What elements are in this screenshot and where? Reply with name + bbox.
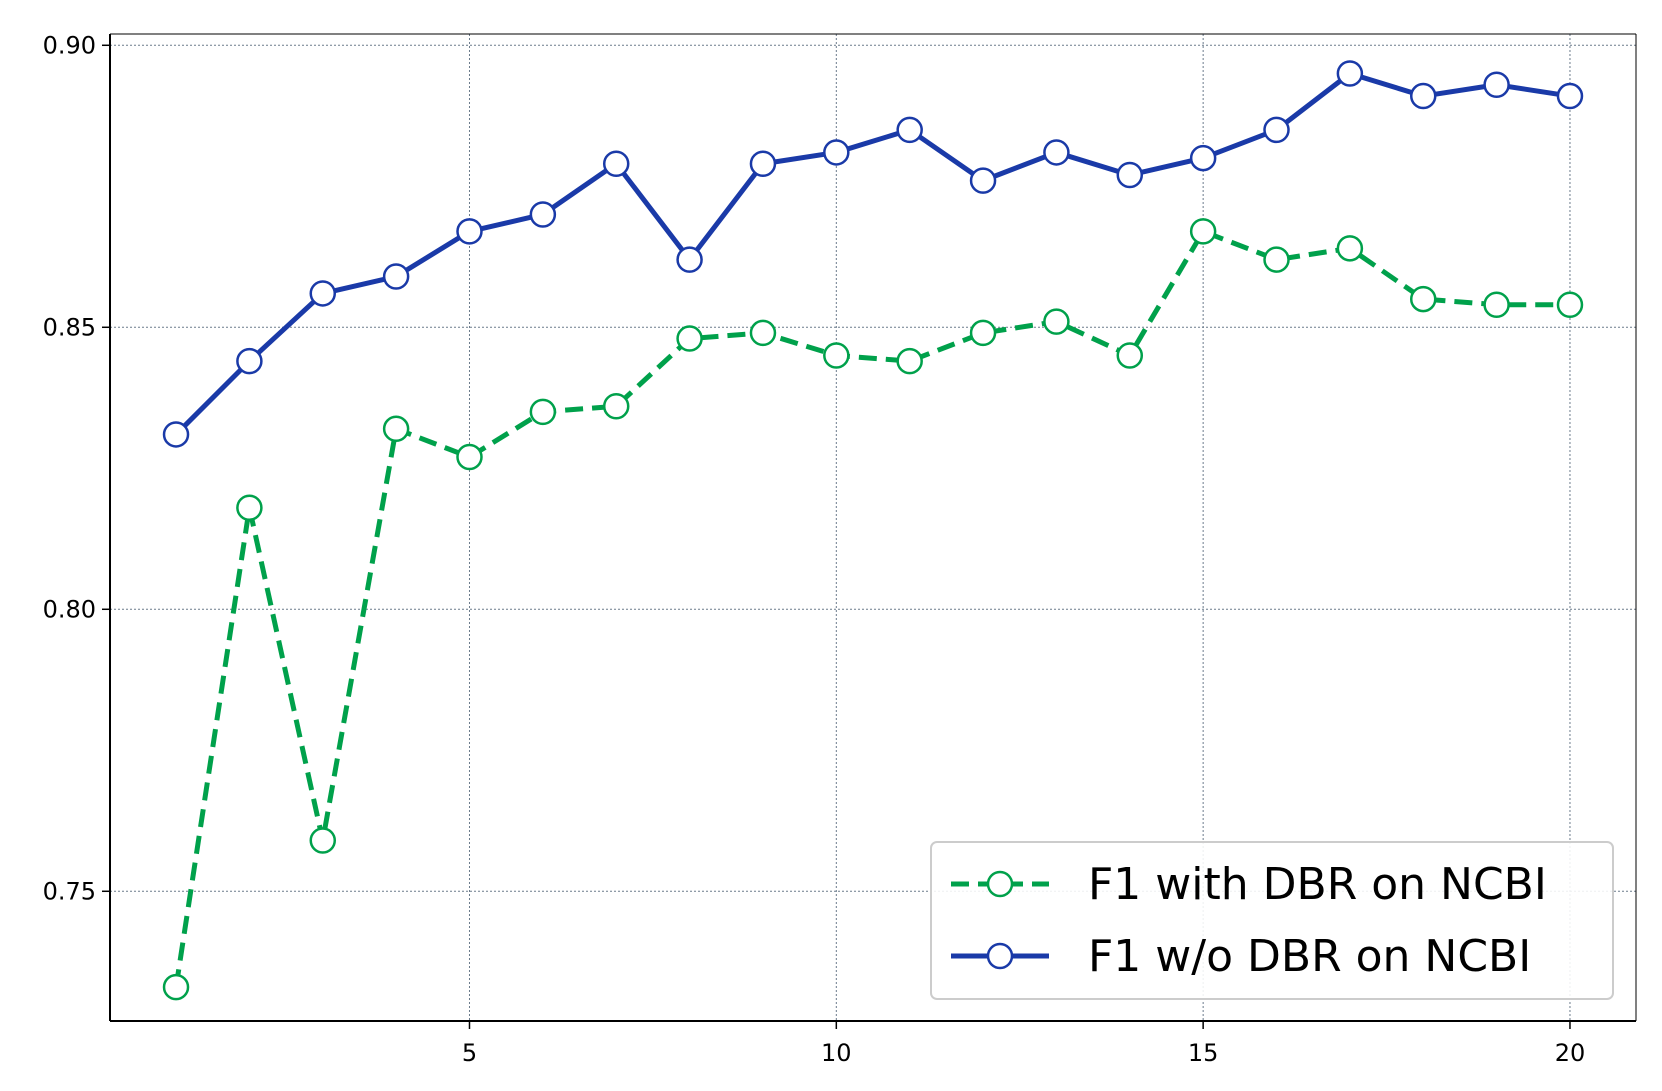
series-1-point-12 (1043, 139, 1070, 166)
legend-label-0: F1 with DBR on NCBI (1088, 859, 1547, 910)
series-1-point-16 (1336, 60, 1364, 87)
series-1-point-9 (823, 139, 850, 166)
series-1-point-6 (602, 150, 630, 177)
series-0-point-15 (1263, 246, 1290, 273)
series-1-point-18 (1483, 71, 1510, 99)
series-0-point-11 (969, 319, 997, 347)
series-1-point-4 (456, 218, 483, 245)
series-layer (162, 60, 1584, 1001)
series-1-point-1 (236, 347, 263, 375)
series-line-1 (174, 70, 1571, 437)
y-tick-label-1: 0.80 (43, 595, 96, 623)
series-0-point-10 (896, 347, 923, 375)
series-0-point-1 (236, 494, 263, 522)
y-tick-label-2: 0.85 (43, 313, 96, 341)
tick-labels: 5 10 15 20 0.75 0.80 0.85 0.90 (43, 31, 1586, 1067)
series-0-point-12 (1043, 308, 1070, 335)
series-0-point-6 (602, 392, 630, 420)
series-1-point-10 (896, 116, 923, 144)
x-tick-label-3: 20 (1555, 1039, 1586, 1067)
legend-marker-1 (986, 942, 1014, 970)
series-1-point-15 (1263, 116, 1290, 144)
series-1-point-17 (1409, 82, 1437, 110)
series-1-point-19 (1556, 82, 1584, 110)
series-0-point-7 (676, 325, 703, 352)
series-0-point-5 (529, 398, 557, 426)
series-1-point-2 (309, 280, 337, 307)
series-0-point-4 (456, 443, 483, 471)
legend-marker-0 (986, 870, 1014, 898)
series-1-point-11 (969, 167, 997, 194)
series-0-point-14 (1189, 218, 1217, 245)
series-1-point-7 (676, 246, 703, 273)
series-1-point-13 (1116, 161, 1144, 189)
series-1-point-0 (162, 421, 190, 448)
x-tick-label-2: 15 (1188, 1039, 1219, 1067)
series-0-point-19 (1556, 291, 1584, 318)
series-0-point-2 (309, 827, 337, 854)
series-0-point-3 (382, 415, 410, 443)
x-tick-label-1: 10 (821, 1039, 852, 1067)
series-0-point-0 (162, 973, 190, 1001)
legend: F1 with DBR on NCBI F1 w/o DBR on NCBI (930, 841, 1614, 1000)
series-0-point-18 (1483, 291, 1510, 318)
series-1-point-8 (749, 150, 777, 177)
series-1-point-14 (1189, 144, 1217, 172)
series-0-point-17 (1409, 285, 1437, 313)
legend-box (930, 841, 1614, 1000)
axes (109, 33, 1637, 1022)
series-1-point-5 (529, 201, 557, 228)
series-1-point-3 (382, 263, 410, 290)
y-tick-label-0: 0.75 (43, 877, 96, 905)
series-0-point-16 (1336, 235, 1364, 262)
series-0-point-13 (1116, 342, 1144, 369)
series-0-point-8 (749, 319, 777, 347)
grid-lines (110, 34, 1636, 1021)
legend-label-1: F1 w/o DBR on NCBI (1088, 931, 1531, 982)
x-tick-label-0: 5 (462, 1039, 477, 1067)
y-tick-label-3: 0.90 (43, 31, 96, 59)
series-0-point-9 (823, 342, 850, 369)
